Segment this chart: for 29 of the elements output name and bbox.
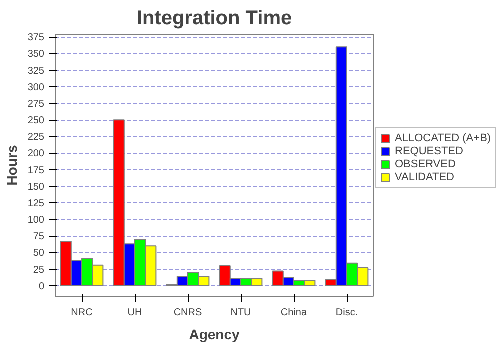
- x-tick-label: NRC: [71, 308, 93, 318]
- x-tick-label: UH: [128, 308, 142, 318]
- legend-label: REQUESTED: [395, 145, 464, 157]
- y-tick-label: 0: [38, 281, 45, 292]
- x-axis-title: Agency: [189, 326, 240, 342]
- chart-title: Integration Time: [136, 8, 292, 30]
- y-tick-label: 250: [28, 116, 45, 127]
- y-tick-label: 50: [33, 248, 45, 260]
- y-tick-label: 150: [28, 182, 45, 193]
- y-tick-label: 375: [28, 32, 45, 44]
- x-tick-label: NTU: [230, 308, 252, 318]
- x-tick-label: CNRS: [174, 308, 202, 318]
- y-tick-label: 350: [28, 49, 45, 60]
- x-tick-label: China: [280, 308, 308, 318]
- legend-label: ALLOCATED (A+B): [395, 132, 492, 144]
- y-tick-label: 275: [28, 98, 45, 110]
- y-tick-label: 300: [28, 82, 45, 94]
- legend-label: OBSERVED: [395, 158, 456, 170]
- y-tick-label: 100: [28, 215, 45, 226]
- y-tick-label: 25: [33, 264, 45, 276]
- y-tick-label: 125: [28, 198, 45, 210]
- legend-label: VALIDATED: [395, 171, 454, 183]
- y-tick-label: 200: [28, 148, 45, 160]
- y-tick-label: 225: [28, 132, 45, 144]
- y-tick-label: 325: [28, 66, 45, 77]
- y-axis-title: Hours: [4, 145, 20, 186]
- y-tick-label: 175: [28, 165, 45, 176]
- x-tick-label: Disc.: [336, 308, 358, 318]
- y-tick-label: 75: [33, 232, 45, 243]
